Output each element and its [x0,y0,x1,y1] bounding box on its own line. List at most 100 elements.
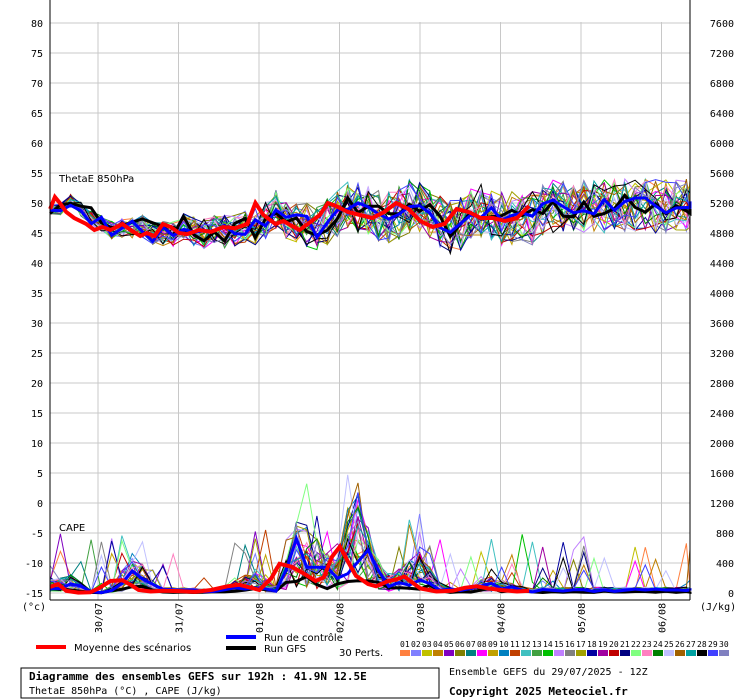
left-tick-label: 50 [31,199,43,210]
left-axis-unit: (°c) [22,602,46,613]
x-tick-label: 05/08 [577,603,588,633]
left-tick-label: -5 [31,529,43,540]
pert-number-label: 23 [642,640,652,649]
info-box [20,667,440,699]
pert-number-label: 25 [664,640,674,649]
x-tick-label: 30/07 [94,603,105,633]
left-tick-label: 80 [31,19,43,30]
right-tick-label: 4800 [710,229,734,240]
legend-gfs-label: Run GFS [264,644,306,655]
left-tick-label: 70 [31,79,43,90]
pert-number-label: 27 [686,640,696,649]
pert-number-label: 05 [444,640,454,649]
x-tick-label: 04/08 [497,603,508,633]
right-tick-label: 3200 [710,349,734,360]
left-tick-label: 60 [31,139,43,150]
x-tick-label: 31/07 [175,603,186,633]
right-tick-label: 7600 [710,19,734,30]
right-tick-label: 7200 [710,49,734,60]
pert-color-swatch [609,650,619,656]
pert-number-label: 22 [631,640,641,649]
pert-color-swatch [422,650,432,656]
pert-number-label: 26 [675,640,685,649]
pert-number-label: 19 [598,640,608,649]
left-tick-label: 75 [31,49,43,60]
left-tick-label: 45 [31,229,43,240]
pert-color-swatch [532,650,542,656]
x-tick-label: 02/08 [336,603,347,633]
pert-number-label: 06 [455,640,465,649]
pert-number-label: 11 [510,640,520,649]
left-tick-label: 35 [31,289,43,300]
pert-color-swatch [477,650,487,656]
grid [50,22,690,600]
pert-color-swatch [697,650,707,656]
pert-color-swatch [708,650,718,656]
pert-number-label: 04 [433,640,443,649]
pert-color-swatch [411,650,421,656]
legend: Moyenne des scénarios Run de contrôle Ru… [36,632,729,659]
pert-color-swatch [455,650,465,656]
info-box-title: Diagramme des ensembles GEFS sur 192h : … [29,670,367,683]
pert-number-label: 15 [554,640,564,649]
copyright: Copyright 2025 Meteociel.fr [449,685,628,698]
pert-color-swatch [620,650,630,656]
pert-thetae-line [49,179,691,246]
legend-perts-label: 30 Perts. [339,648,383,659]
pert-number-label: 07 [466,640,476,649]
pert-number-label: 28 [697,640,707,649]
left-tick-label: 20 [31,379,43,390]
pert-color-swatch [664,650,674,656]
pert-number-label: 01 [400,640,410,649]
legend-mean-label: Moyenne des scénarios [74,642,191,654]
control-cape-line [50,533,692,595]
pert-number-label: 24 [653,640,663,649]
right-tick-label: 4400 [710,259,734,270]
pert-color-swatch [565,650,575,656]
right-tick-label: 2000 [710,439,734,450]
thetae-panel-label: ThetaE 850hPa [58,174,134,185]
pert-color-swatch [444,650,454,656]
left-tick-label: -10 [25,559,43,570]
pert-number-label: 29 [708,640,718,649]
pert-color-swatch [466,650,476,656]
run-info: Ensemble GEFS du 29/07/2025 - 12Z [449,667,648,678]
left-tick-label: 10 [31,439,43,450]
pert-number-label: 08 [477,640,487,649]
right-tick-label: 6000 [710,139,734,150]
pert-color-swatch [642,650,652,656]
main-series [48,192,692,595]
right-tick-label: 3600 [710,319,734,330]
pert-color-swatch [510,650,520,656]
pert-number-label: 21 [620,640,630,649]
right-tick-label: 5200 [710,199,734,210]
left-tick-label: 15 [31,409,43,420]
cape-panel-label: CAPE [59,523,85,534]
pert-color-swatch [719,650,729,656]
left-tick-label: 0 [37,499,43,510]
info-box-subtitle: ThetaE 850hPa (°C) , CAPE (J/kg) [29,686,222,697]
mean-thetae-line [48,193,531,239]
right-tick-label: 6400 [710,109,734,120]
left-tick-label: 25 [31,349,43,360]
pert-color-swatch [488,650,498,656]
pert-color-swatch [554,650,564,656]
left-tick-label: 65 [31,109,43,120]
pert-color-swatch [587,650,597,656]
right-tick-label: 2800 [710,379,734,390]
left-tick-label: -15 [25,589,43,600]
pert-number-label: 14 [543,640,553,649]
pert-number-label: 20 [609,640,619,649]
right-tick-label: 5600 [710,169,734,180]
pert-color-swatch [576,650,586,656]
right-tick-label: 1200 [710,499,734,510]
pert-color-swatch [653,650,663,656]
right-axis-unit: (J/kg) [700,602,736,613]
pert-number-label: 03 [422,640,432,649]
left-tick-label: 5 [37,469,43,480]
pert-number-label: 13 [532,640,542,649]
right-tick-label: 1600 [710,469,734,480]
